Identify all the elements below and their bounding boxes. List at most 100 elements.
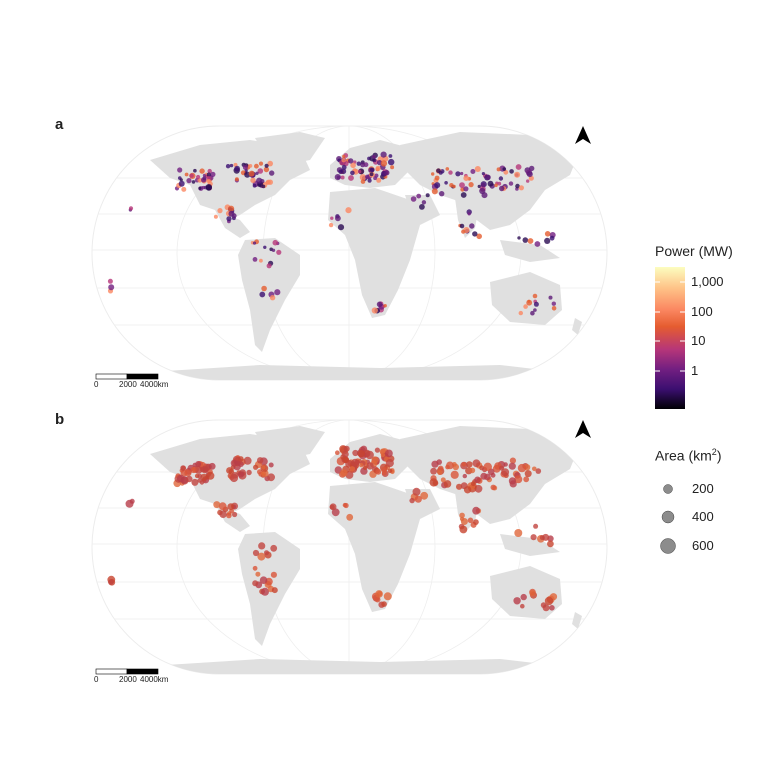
site-marker bbox=[373, 176, 377, 181]
site-marker bbox=[341, 158, 346, 163]
site-marker bbox=[248, 164, 253, 168]
site-marker bbox=[459, 525, 468, 534]
site-marker bbox=[125, 499, 134, 508]
site-marker bbox=[108, 579, 114, 585]
site-marker bbox=[380, 452, 386, 458]
site-marker bbox=[508, 477, 516, 485]
site-marker bbox=[242, 165, 248, 170]
site-marker bbox=[503, 169, 509, 175]
site-marker bbox=[445, 464, 450, 470]
site-marker bbox=[178, 180, 185, 187]
site-marker bbox=[542, 533, 550, 541]
site-marker bbox=[371, 307, 378, 314]
site-marker bbox=[342, 456, 349, 463]
site-marker bbox=[530, 310, 535, 316]
scalebar-a-label-4000: 4000km bbox=[140, 380, 169, 389]
site-marker bbox=[476, 233, 483, 240]
site-marker bbox=[186, 475, 193, 483]
site-marker bbox=[367, 178, 372, 183]
site-marker bbox=[509, 169, 514, 174]
site-marker bbox=[498, 176, 504, 181]
site-marker bbox=[193, 168, 197, 173]
site-marker bbox=[199, 168, 205, 174]
site-marker bbox=[340, 469, 348, 477]
site-marker bbox=[544, 596, 554, 606]
site-marker bbox=[248, 170, 255, 177]
site-marker bbox=[190, 466, 197, 474]
area-legend-circle-200 bbox=[663, 484, 673, 494]
site-marker bbox=[255, 571, 261, 577]
site-marker bbox=[269, 295, 276, 301]
site-marker bbox=[195, 461, 202, 467]
site-marker bbox=[252, 580, 259, 587]
site-marker bbox=[200, 473, 208, 481]
site-marker bbox=[252, 257, 258, 262]
site-marker bbox=[472, 459, 481, 468]
site-marker bbox=[261, 587, 269, 596]
site-marker bbox=[434, 175, 440, 181]
site-marker bbox=[473, 519, 479, 525]
site-marker bbox=[490, 484, 497, 491]
site-marker bbox=[549, 235, 555, 241]
site-marker bbox=[206, 176, 211, 180]
site-marker bbox=[331, 508, 340, 517]
site-marker bbox=[234, 460, 241, 467]
site-marker bbox=[387, 468, 393, 474]
site-marker bbox=[268, 462, 274, 468]
site-marker bbox=[467, 212, 471, 216]
site-marker bbox=[270, 544, 278, 552]
site-marker bbox=[533, 301, 539, 307]
site-marker bbox=[201, 465, 209, 474]
site-marker bbox=[514, 475, 523, 484]
site-marker bbox=[329, 503, 337, 511]
site-marker bbox=[330, 216, 334, 220]
site-marker bbox=[366, 462, 374, 470]
site-marker bbox=[257, 552, 266, 561]
site-marker bbox=[335, 450, 340, 456]
site-marker bbox=[385, 449, 393, 458]
site-marker bbox=[445, 167, 450, 171]
site-marker bbox=[463, 486, 472, 494]
site-marker bbox=[437, 469, 443, 475]
site-marker bbox=[352, 449, 359, 457]
site-marker bbox=[335, 215, 341, 222]
site-marker bbox=[375, 468, 382, 475]
site-marker bbox=[532, 293, 538, 299]
site-marker bbox=[469, 223, 475, 229]
map-a-points bbox=[107, 151, 557, 316]
area-legend-label-200: 200 bbox=[692, 481, 714, 496]
site-marker bbox=[514, 171, 521, 178]
site-marker bbox=[381, 601, 387, 607]
site-marker bbox=[469, 467, 476, 474]
site-marker bbox=[342, 154, 346, 159]
site-marker bbox=[485, 174, 491, 180]
site-marker bbox=[257, 457, 264, 464]
site-marker bbox=[194, 465, 203, 474]
site-marker bbox=[343, 445, 350, 452]
site-marker bbox=[436, 168, 441, 173]
site-marker bbox=[270, 571, 277, 578]
site-marker bbox=[388, 154, 393, 158]
site-marker bbox=[527, 238, 534, 244]
area-legend-circle-600 bbox=[660, 538, 676, 554]
site-marker bbox=[432, 480, 439, 486]
site-marker bbox=[443, 480, 452, 488]
site-marker bbox=[196, 174, 201, 180]
power-colorbar bbox=[655, 267, 685, 409]
site-marker bbox=[375, 165, 381, 171]
site-marker bbox=[232, 511, 238, 518]
site-marker bbox=[390, 165, 395, 170]
site-marker bbox=[384, 170, 390, 176]
site-marker bbox=[226, 216, 232, 222]
scalebar-b-label-0: 0 bbox=[94, 675, 99, 684]
site-marker bbox=[228, 210, 235, 217]
site-marker bbox=[348, 175, 354, 181]
site-marker bbox=[416, 193, 422, 199]
site-marker bbox=[518, 185, 525, 191]
site-marker bbox=[530, 534, 537, 541]
site-marker bbox=[271, 587, 278, 594]
site-marker bbox=[551, 306, 557, 311]
site-marker bbox=[503, 462, 508, 467]
site-marker bbox=[360, 179, 366, 184]
